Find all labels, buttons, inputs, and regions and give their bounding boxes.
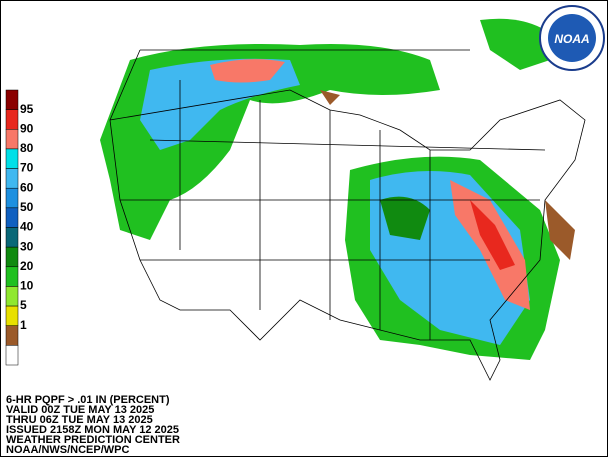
legend-swatch — [5, 187, 19, 209]
legend-swatch — [5, 207, 19, 228]
info-line: VALID 00Z TUE MAY 13 2025 — [6, 404, 154, 416]
legend-swatch — [5, 266, 19, 287]
info-line: WEATHER PREDICTION CENTER — [6, 434, 180, 446]
legend-swatch — [5, 129, 19, 150]
legend-label: 5 — [20, 298, 27, 312]
logo: NOAA — [539, 5, 605, 71]
info-line: THRU 06Z TUE MAY 13 2025 — [6, 414, 153, 426]
legend-label: 30 — [20, 239, 34, 253]
legend-label: 10 — [20, 279, 34, 293]
legend-swatch — [5, 305, 19, 326]
info-block: 6-HR PQPF > .01 IN (PERCENT)VALID 00Z TU… — [6, 394, 180, 456]
precip — [100, 18, 575, 360]
legend-label: 60 — [20, 180, 34, 194]
legend-swatch — [5, 286, 19, 307]
logo-disc — [548, 14, 596, 62]
legend: 95 90 80 70 60 50 40 30 20 10 5 1 — [5, 89, 34, 366]
legend-swatch — [5, 325, 19, 346]
legend-label: 80 — [20, 141, 34, 155]
legend-swatch — [5, 148, 19, 169]
state-borders — [109, 49, 586, 381]
legend-swatch — [5, 109, 19, 130]
legend-label: 90 — [20, 121, 34, 135]
legend-label: 1 — [20, 318, 27, 332]
legend-swatch — [5, 168, 19, 189]
legend-swatch — [5, 89, 19, 110]
legend-label: 20 — [20, 259, 34, 273]
legend-label: 50 — [20, 200, 34, 214]
legend-label: 95 — [20, 102, 34, 116]
legend-label: 40 — [20, 220, 34, 234]
info-line: NOAA/NWS/NCEP/WPC — [6, 444, 130, 456]
legend-label: 70 — [20, 161, 34, 175]
info-line: ISSUED 2158Z MON MAY 12 2025 — [6, 424, 179, 436]
logo-text: NOAA — [554, 32, 589, 46]
info-line: 6-HR PQPF > .01 IN (PERCENT) — [6, 394, 170, 406]
legend-swatch — [5, 246, 19, 268]
legend-swatch — [5, 345, 19, 366]
legend-swatch — [5, 227, 19, 248]
